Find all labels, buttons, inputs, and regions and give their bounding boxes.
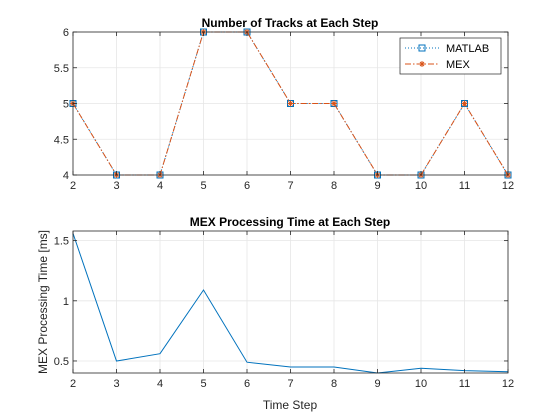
top-mex-marker — [331, 100, 337, 107]
bottom-x-tick-label: 10 — [415, 378, 427, 390]
top-x-tick-label: 8 — [331, 180, 337, 192]
top-y-tick-label: 4 — [63, 170, 69, 182]
top-x-tick-label: 7 — [287, 180, 293, 192]
bottom-x-tick-label: 6 — [244, 378, 250, 390]
top-axes: 2 3 4 5 6 7 8 9 10 11 12 4 4.5 5 5.5 6 Number of Tracks… — [54, 16, 514, 192]
bottom-ticks: 2 3 4 5 6 7 8 9 10 11 12 0.5 1 1.5 — [54, 231, 514, 390]
bottom-x-tick-label: 5 — [200, 378, 206, 390]
top-mex-marker — [287, 100, 294, 107]
top-y-tick-label: 5 — [63, 99, 69, 111]
bottom-chart-title: MEX Processing Time at Each Step — [190, 215, 391, 229]
top-x-tick-label: 11 — [459, 180, 470, 192]
top-y-tick-label: 5.5 — [54, 63, 69, 75]
legend-matlab-label: MATLAB — [446, 43, 489, 55]
top-x-tick-label: 12 — [502, 180, 514, 192]
bottom-x-tick-label: 11 — [459, 378, 470, 390]
bottom-y-tick-label: 1.5 — [54, 236, 69, 248]
bottom-x-tick-label: 2 — [70, 378, 76, 390]
top-x-tick-label: 10 — [415, 180, 427, 192]
legend-mex-label: MEX — [446, 59, 471, 71]
top-x-tick-label: 9 — [374, 180, 380, 192]
bottom-y-axis-label: MEX Processing Time [ms] — [36, 230, 50, 374]
top-x-tick-label: 5 — [200, 180, 206, 192]
bottom-x-tick-label: 8 — [331, 378, 337, 390]
top-mex-marker — [461, 100, 468, 107]
legend-mex-marker — [419, 61, 425, 67]
legend: MATLAB MEX — [399, 37, 502, 75]
bottom-axes: 2 3 4 5 6 7 8 9 10 11 12 0.5 1 1.5 MEX Processing Tim… — [36, 215, 514, 412]
bottom-series-line — [72, 233, 509, 374]
bottom-x-axis-label: Time Step — [263, 398, 318, 412]
legend-box — [399, 37, 502, 75]
bottom-y-tick-label: 1 — [63, 296, 69, 308]
bottom-x-tick-label: 3 — [113, 378, 119, 390]
top-y-tick-label: 6 — [63, 27, 69, 39]
bottom-y-tick-label: 0.5 — [54, 356, 69, 368]
top-chart-title: Number of Tracks at Each Step — [202, 16, 379, 30]
bottom-x-tick-label: 4 — [157, 378, 163, 390]
bottom-series — [72, 233, 509, 374]
bottom-x-tick-label: 9 — [374, 378, 380, 390]
top-x-tick-label: 2 — [70, 180, 76, 192]
top-x-tick-label: 3 — [113, 180, 119, 192]
top-ticks: 2 3 4 5 6 7 8 9 10 11 12 4 4.5 5 5.5 6 — [54, 27, 514, 192]
top-x-tick-label: 4 — [157, 180, 163, 192]
top-x-tick-label: 6 — [244, 180, 250, 192]
top-y-tick-label: 4.5 — [54, 134, 69, 146]
bottom-x-tick-label: 7 — [287, 378, 293, 390]
legend-matlab-marker — [418, 44, 426, 52]
bottom-x-tick-label: 12 — [502, 378, 514, 390]
